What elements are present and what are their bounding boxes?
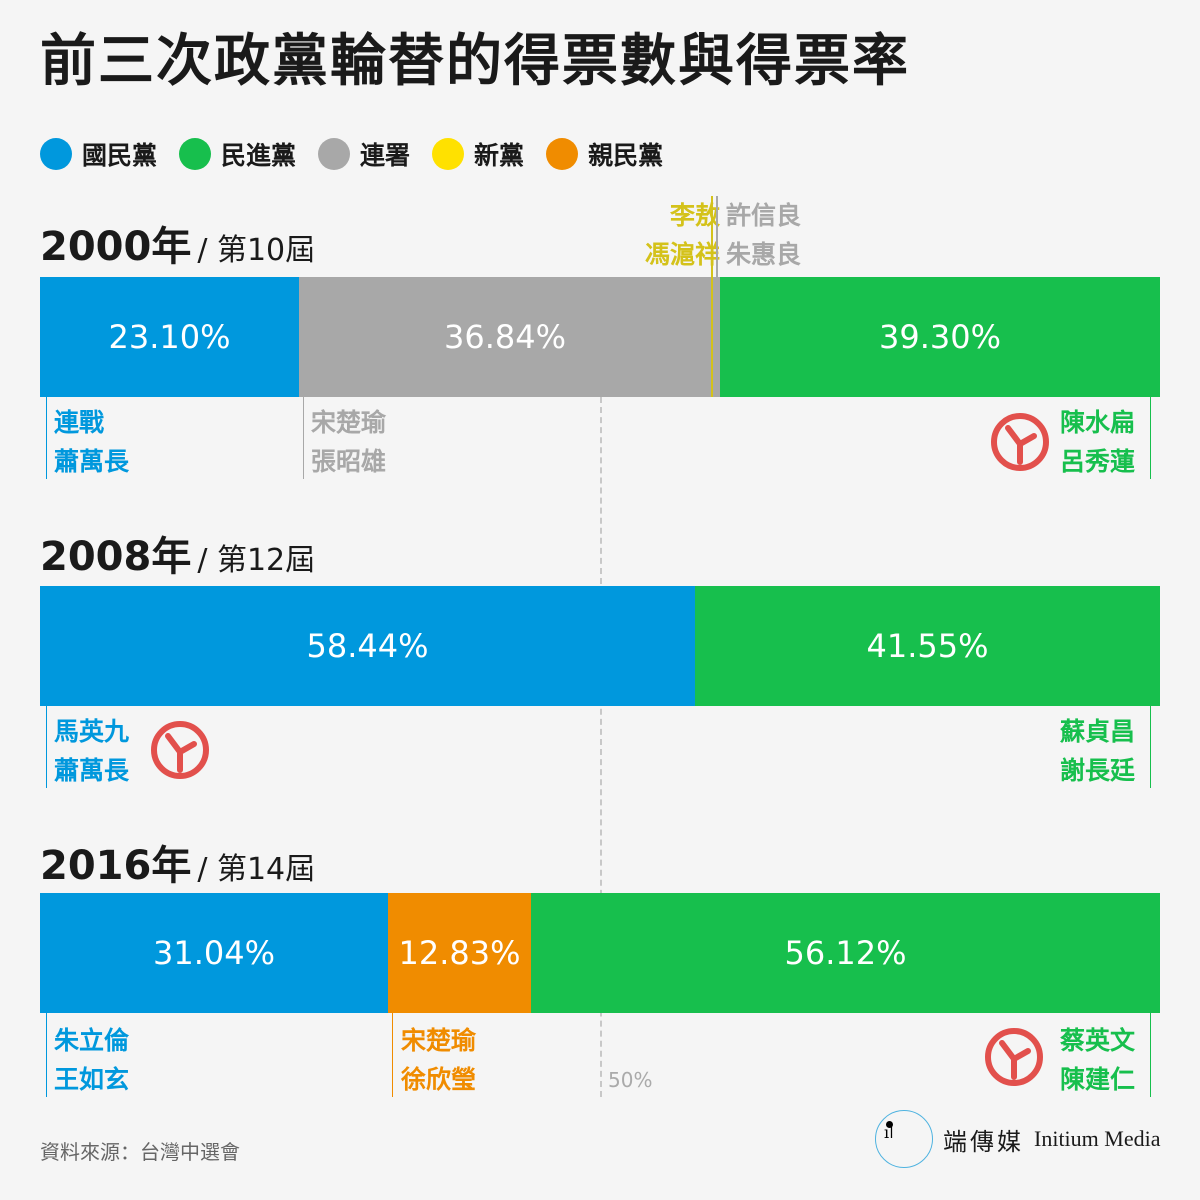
candidate-name: 蘇貞昌 — [1060, 717, 1136, 746]
legend-swatch-pfp — [546, 138, 579, 170]
legend-item-np: 新黨 — [432, 136, 524, 172]
year-heading-2000: 2000年 / 第10屆 — [40, 214, 315, 272]
candidates-kmt-2000: 連戰 蕭萬長 — [54, 403, 129, 481]
bar-value-label: 56.12% — [784, 934, 907, 972]
bar-segment — [695, 586, 1160, 706]
bar-value-label: 36.84% — [443, 318, 566, 356]
vote-stamp-icon — [991, 413, 1049, 471]
vote-stamp-icon — [985, 1028, 1043, 1086]
legend-item-petition: 連署 — [318, 136, 410, 172]
candidate-name: 蔡英文 — [1060, 1026, 1136, 1055]
bar-value-label: 39.30% — [878, 318, 1001, 356]
brand-name-cn: 端傳媒 — [943, 1127, 1024, 1156]
year-heading-2016: 2016年 / 第14屆 — [40, 833, 315, 891]
legend-swatch-kmt — [40, 138, 72, 170]
bar-segment — [40, 586, 695, 706]
candidate-name: 謝長廷 — [1060, 756, 1136, 785]
candidate-name: 宋楚瑜 — [311, 408, 387, 437]
candidate-name: 連戰 — [54, 408, 105, 437]
candidate-divider — [392, 1013, 393, 1097]
bar-value-label: 31.04% — [152, 934, 275, 972]
bar-value-label: 23.10% — [108, 318, 231, 356]
candidate-name: 馬英九 — [54, 717, 130, 746]
candidates-petition-soong-2000: 宋楚瑜 張昭雄 — [311, 403, 386, 481]
candidate-name: 徐欣瑩 — [401, 1065, 477, 1094]
legend-label-np: 新黨 — [474, 141, 525, 170]
term-label: / 第10屆 — [197, 233, 316, 268]
bar-segment — [388, 893, 531, 1013]
legend-item-dpp: 民進黨 — [179, 136, 296, 172]
legend-label-dpp: 民進黨 — [221, 141, 297, 170]
candidate-divider — [46, 706, 47, 788]
candidate-divider — [1150, 1013, 1151, 1097]
candidate-divider — [303, 397, 304, 479]
candidate-name: 朱立倫 — [54, 1026, 130, 1055]
brand-logo: ıǀ 端傳媒 Initium Media — [875, 1110, 1160, 1168]
brand-name-en: Initium Media — [1034, 1126, 1161, 1151]
candidates-kmt-2016: 朱立倫 王如玄 — [54, 1021, 129, 1099]
legend-label-pfp: 親民黨 — [588, 141, 664, 170]
legend-label-petition: 連署 — [360, 141, 411, 170]
petition-marker-line — [716, 196, 718, 397]
bar-segment — [40, 893, 388, 1013]
candidate-name: 陳水扁 — [1060, 408, 1136, 437]
candidate-name: 馮滬祥 — [645, 240, 721, 269]
candidate-name: 張昭雄 — [311, 447, 387, 476]
candidate-divider — [46, 397, 47, 479]
candidate-name: 王如玄 — [54, 1065, 130, 1094]
legend-label-kmt: 國民黨 — [82, 141, 158, 170]
year-heading-2008: 2008年 / 第12屆 — [40, 524, 315, 582]
year-label: 2016年 — [40, 843, 192, 889]
candidates-new-party-2000: 李敖 馮滬祥 — [645, 196, 720, 274]
stacked-bar-2000: 23.10% 36.84% 39.30% — [40, 277, 1160, 397]
legend: 國民黨 民進黨 連署 新黨 親民黨 — [40, 136, 685, 172]
legend-item-kmt: 國民黨 — [40, 136, 157, 172]
term-label: / 第12屆 — [197, 543, 316, 578]
legend-swatch-np — [432, 138, 465, 170]
candidate-divider — [46, 1013, 47, 1097]
candidates-dpp-2008: 蘇貞昌 謝長廷 — [1060, 712, 1135, 790]
vote-stamp-icon — [151, 721, 209, 779]
candidate-name: 宋楚瑜 — [401, 1026, 477, 1055]
data-source: 資料來源：台灣中選會 — [40, 1140, 240, 1164]
stacked-bar-2008: 58.44% 41.55% — [40, 586, 1160, 706]
bar-segment — [720, 277, 1160, 397]
fifty-percent-line — [600, 397, 602, 1097]
candidates-kmt-2008: 馬英九 蕭萬長 — [54, 712, 129, 790]
candidates-petition-hsu-2000: 許信良 朱惠良 — [726, 196, 801, 274]
bar-value-label: 12.83% — [398, 934, 521, 972]
candidates-dpp-2016: 蔡英文 陳建仁 — [1060, 1021, 1135, 1099]
bar-value-label: 41.55% — [866, 627, 989, 665]
candidates-dpp-2000: 陳水扁 呂秀蓮 — [1060, 403, 1135, 481]
legend-swatch-dpp — [179, 138, 212, 170]
candidate-name: 蕭萬長 — [54, 756, 130, 785]
candidates-pfp-2016: 宋楚瑜 徐欣瑩 — [401, 1021, 476, 1099]
logo-glyph: ıǀ — [884, 1123, 894, 1142]
new-party-marker-line — [711, 196, 713, 397]
year-label: 2008年 — [40, 534, 192, 580]
fifty-percent-label: 50% — [608, 1068, 653, 1092]
candidate-name: 許信良 — [726, 201, 802, 230]
stacked-bar-2016: 31.04% 12.83% 56.12% — [40, 893, 1160, 1013]
bar-value-label: 58.44% — [306, 627, 429, 665]
candidate-divider — [1150, 397, 1151, 479]
candidate-name: 蕭萬長 — [54, 447, 130, 476]
legend-item-pfp: 親民黨 — [546, 136, 663, 172]
candidate-name: 李敖 — [670, 201, 721, 230]
bar-segment — [299, 277, 711, 397]
candidate-name: 呂秀蓮 — [1060, 447, 1136, 476]
bar-segment — [40, 277, 299, 397]
bar-segment — [531, 893, 1160, 1013]
candidate-name: 朱惠良 — [726, 240, 802, 269]
term-label: / 第14屆 — [197, 852, 316, 887]
candidate-name: 陳建仁 — [1060, 1065, 1136, 1094]
candidate-divider — [1150, 706, 1151, 788]
logo-dot — [886, 1121, 893, 1128]
year-label: 2000年 — [40, 224, 192, 270]
initium-logo-icon: ıǀ — [875, 1110, 933, 1168]
legend-swatch-petition — [318, 138, 351, 170]
page-title: 前三次政黨輪替的得票數與得票率 — [40, 29, 910, 94]
